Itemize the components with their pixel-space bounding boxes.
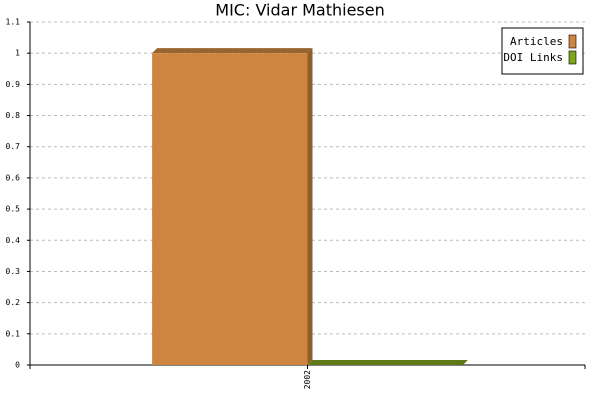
y-tick-label: 0 [15,361,20,370]
legend-label: DOI Links [503,51,563,64]
y-tick-label: 1.1 [6,18,21,27]
bar [152,53,308,365]
y-tick-label: 0.4 [6,236,21,245]
y-tick-label: 0.8 [6,111,21,120]
legend-swatch [568,34,577,49]
bar-top [152,48,313,54]
y-tick-label: 0.6 [6,173,21,182]
y-tick-label: 0.1 [6,329,21,338]
bar-top [307,360,468,365]
chart-title: MIC: Vidar Mathiesen [215,1,384,20]
y-tick-label: 0.2 [6,298,21,307]
x-tick-label: 2002 [303,370,312,389]
y-tick-label: 1 [15,49,20,58]
y-tick-label: 0.7 [6,142,21,151]
y-tick-label: 0.3 [6,267,21,276]
legend: Articles DOI Links [501,27,584,75]
y-tick-label: 0.5 [6,205,21,214]
y-tick-label: 0.9 [6,80,21,89]
legend-swatch [568,50,577,65]
legend-label: Articles [510,35,563,48]
bar-side [307,48,313,365]
